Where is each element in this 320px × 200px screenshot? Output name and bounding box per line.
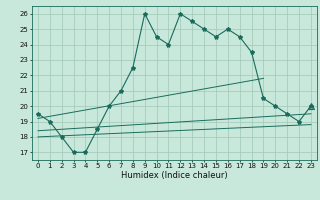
X-axis label: Humidex (Indice chaleur): Humidex (Indice chaleur) xyxy=(121,171,228,180)
